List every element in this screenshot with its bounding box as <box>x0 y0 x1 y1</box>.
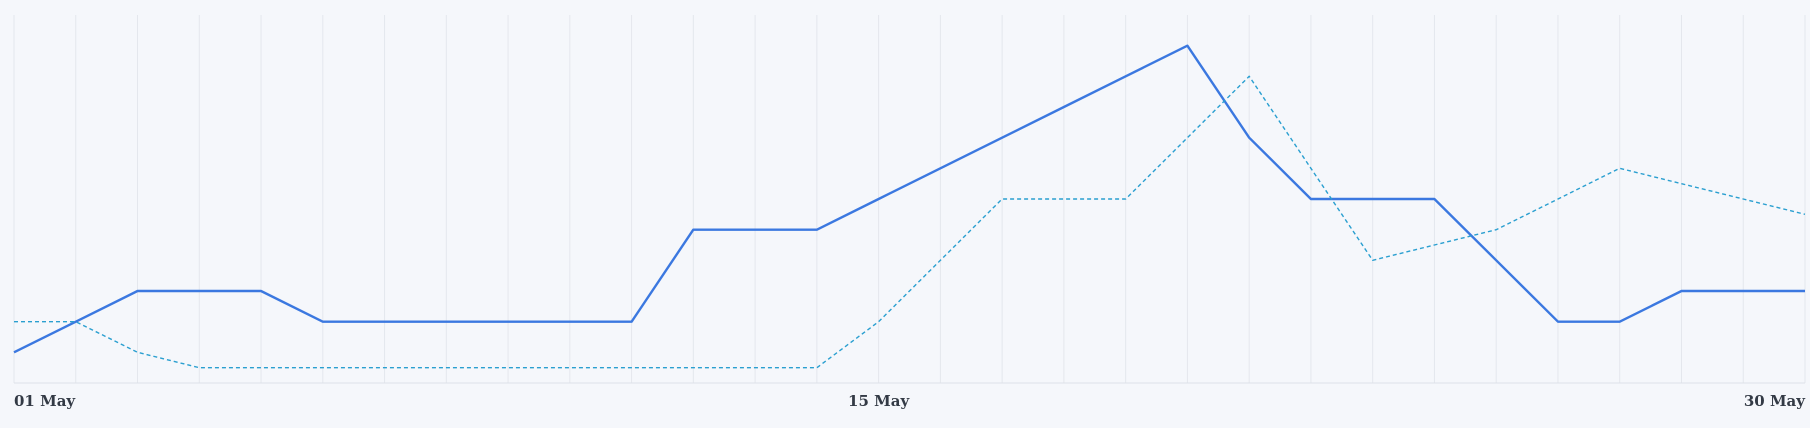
x-tick-labels: 01 May 15 May 30 May <box>14 392 1806 410</box>
x-tick-label-0: 01 May <box>14 392 76 410</box>
vertical-grid <box>13 15 1806 383</box>
series-layer <box>13 44 1806 369</box>
x-tick-label-1: 15 May <box>848 392 910 410</box>
series-line-2-dashed <box>14 75 1806 369</box>
series-line-1-solid <box>13 44 1805 354</box>
x-tick-label-2: 30 May <box>1744 392 1806 410</box>
